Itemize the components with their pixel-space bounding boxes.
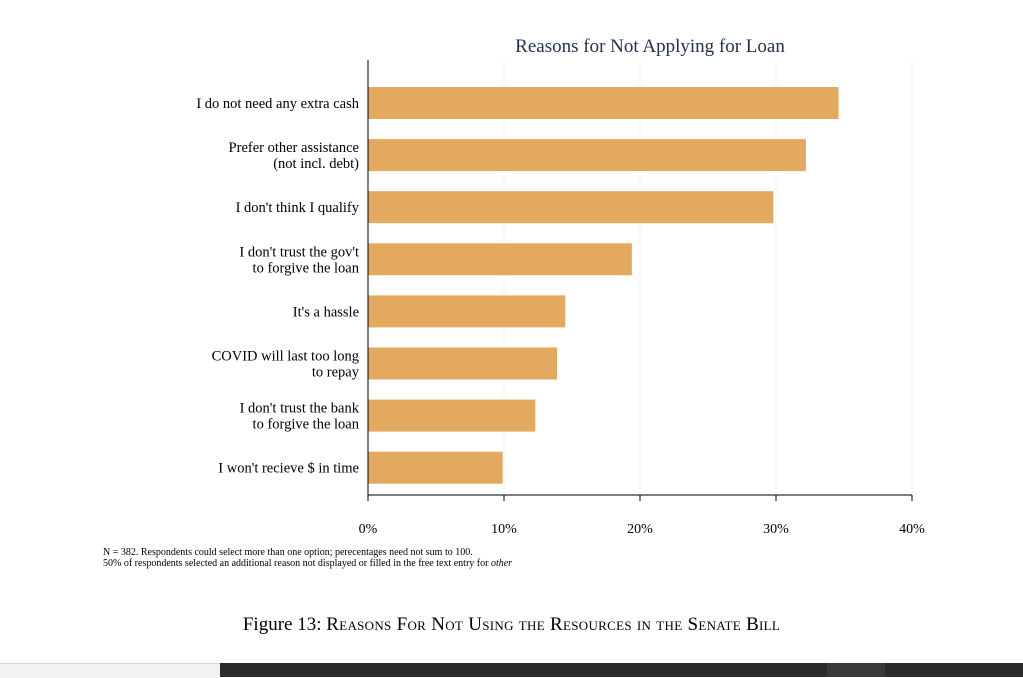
- category-label-line: I don't trust the bank: [240, 401, 360, 417]
- category-label-line: I won't recieve $ in time: [218, 461, 359, 477]
- x-tick-label: 20%: [627, 522, 653, 537]
- chart-footnote: N = 382. Respondents could select more t…: [103, 547, 512, 569]
- bar: [368, 399, 536, 432]
- figure-caption: Figure 13: Reasons For Not Using the Res…: [0, 614, 1023, 636]
- category-label: I don't think I qualify: [236, 200, 360, 216]
- bar: [368, 139, 806, 172]
- footnote-line-2: 50% of respondents selected an additiona…: [103, 558, 512, 569]
- bar: [368, 347, 558, 380]
- category-label-line: COVID will last too long: [212, 349, 359, 365]
- category-label-line: I do not need any extra cash: [196, 96, 359, 112]
- category-label-line: Prefer other assistance: [229, 140, 359, 156]
- category-label-line: I don't think I qualify: [236, 200, 360, 216]
- bar: [368, 191, 774, 224]
- category-label: I won't recieve $ in time: [218, 461, 359, 477]
- category-label-line: to forgive the loan: [253, 417, 360, 433]
- footnote-line-2-text: 50% of respondents selected an additiona…: [103, 558, 491, 569]
- category-label: COVID will last too long to repay: [212, 349, 360, 381]
- figure-caption-prefix: Figure 13:: [242, 614, 327, 635]
- category-label-line: to repay: [312, 365, 360, 381]
- bar-chart: Reasons for Not Applying for Loan I do n…: [196, 36, 925, 537]
- bar: [368, 451, 503, 484]
- category-label: It's a hassle: [293, 304, 359, 320]
- x-axis-ticks: 0% 10% 20% 30% 40%: [359, 495, 925, 537]
- bar: [368, 243, 632, 276]
- category-label-line: to forgive the loan: [253, 260, 360, 276]
- category-label-line: It's a hassle: [293, 304, 359, 320]
- category-labels: I do not need any extra cash Prefer other…: [196, 96, 359, 477]
- figure-caption-text: Reasons For Not Using the Resources in t…: [326, 614, 781, 635]
- taskbar-strip: [220, 663, 1023, 677]
- bars: [368, 87, 839, 484]
- chart-title: Reasons for Not Applying for Loan: [515, 36, 785, 57]
- x-tick-label: 0%: [359, 522, 378, 537]
- taskbar-segment: [827, 663, 885, 677]
- page-bottom-strip: [0, 663, 220, 678]
- grid-lines: [503, 60, 913, 495]
- x-tick-label: 10%: [491, 522, 517, 537]
- x-tick-label: 40%: [899, 522, 925, 537]
- bar: [368, 295, 566, 328]
- bar: [368, 87, 839, 119]
- category-label: I do not need any extra cash: [196, 96, 359, 112]
- category-label: I don't trust the bank to forgive the loa…: [240, 401, 360, 433]
- category-label: Prefer other assistance (not incl. debt): [229, 140, 360, 172]
- footnote-line-2-italic: other: [490, 558, 513, 569]
- category-label-line: I don't trust the gov't: [239, 244, 359, 260]
- footnote-line-1: N = 382. Respondents could select more t…: [103, 547, 473, 558]
- category-label-line: (not incl. debt): [273, 156, 359, 172]
- category-label: I don't trust the gov't to forgive the lo…: [239, 244, 359, 276]
- x-tick-label: 30%: [763, 522, 789, 537]
